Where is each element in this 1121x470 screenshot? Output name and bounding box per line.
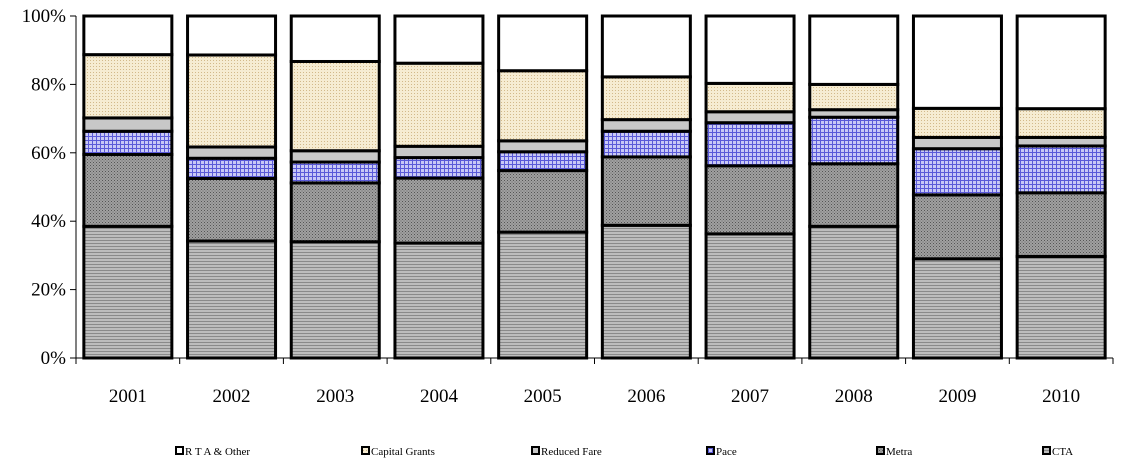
legend-swatch-capital-grants xyxy=(361,446,370,455)
bar-segment-cta-2007 xyxy=(704,232,796,360)
y-tick-label: 0% xyxy=(41,348,67,369)
x-tick-label: 2004 xyxy=(420,386,459,407)
bar-segment-capital-grants-2010 xyxy=(1015,107,1107,139)
bar-segment-cta-2008 xyxy=(808,224,900,360)
legend-swatch-pace xyxy=(706,446,715,455)
bar-segment-pace-2005 xyxy=(497,150,589,173)
legend-label-r-t-a-other: R T A & Other xyxy=(185,446,250,458)
bar-segment-reduced-fare-2003 xyxy=(289,149,381,164)
bar-segment-r-t-a-other-2010 xyxy=(1015,14,1107,111)
bar-segment-r-t-a-other-2002 xyxy=(186,14,278,57)
legend-label-capital-grants: Capital Grants xyxy=(371,446,435,458)
bar-segment-r-t-a-other-2007 xyxy=(704,14,796,85)
bar-segment-capital-grants-2004 xyxy=(393,61,485,148)
bar-segment-pace-2007 xyxy=(704,121,796,168)
bar-segment-reduced-fare-2005 xyxy=(497,139,589,154)
y-tick-label: 100% xyxy=(22,6,67,27)
bar-segment-pace-2004 xyxy=(393,156,485,180)
x-tick-label: 2003 xyxy=(316,386,354,407)
bar-segment-cta-2009 xyxy=(911,257,1003,360)
x-tick-label: 2010 xyxy=(1042,386,1080,407)
bar-segment-pace-2008 xyxy=(808,115,900,166)
x-tick-label: 2007 xyxy=(731,386,769,407)
bar-segment-capital-grants-2009 xyxy=(911,106,1003,139)
legend-swatch-r-t-a-other xyxy=(175,446,184,455)
bar-segment-cta-2003 xyxy=(289,240,381,360)
bar-segment-reduced-fare-2007 xyxy=(704,110,796,125)
bar-segment-cta-2005 xyxy=(497,230,589,360)
bar-segment-metra-2002 xyxy=(186,176,278,243)
bar-segment-metra-2003 xyxy=(289,181,381,244)
bar-segment-reduced-fare-2002 xyxy=(186,145,278,160)
bar-segment-r-t-a-other-2004 xyxy=(393,14,485,65)
bar-segment-metra-2009 xyxy=(911,193,1003,261)
bar-segment-r-t-a-other-2005 xyxy=(497,14,589,73)
legend-label-metra: Metra xyxy=(886,446,912,458)
bar-segment-reduced-fare-2006 xyxy=(600,118,692,133)
x-tick-label: 2002 xyxy=(213,386,251,407)
x-tick-label: 2005 xyxy=(524,386,562,407)
bar-segment-pace-2006 xyxy=(600,129,692,159)
bar-segment-cta-2010 xyxy=(1015,254,1107,360)
bar-segment-r-t-a-other-2001 xyxy=(82,14,174,57)
legend-label-pace: Pace xyxy=(716,446,737,458)
bar-segment-capital-grants-2008 xyxy=(808,82,900,112)
legend-swatch-reduced-fare xyxy=(531,446,540,455)
bar-segment-capital-grants-2007 xyxy=(704,81,796,114)
bar-segment-capital-grants-2002 xyxy=(186,53,278,149)
bar-segment-r-t-a-other-2006 xyxy=(600,14,692,79)
legend-swatch-metra xyxy=(876,446,885,455)
bar-segment-metra-2007 xyxy=(704,164,796,236)
bar-segment-capital-grants-2005 xyxy=(497,69,589,143)
bars xyxy=(82,14,1107,360)
legend-label-reduced-fare: Reduced Fare xyxy=(541,446,602,458)
y-axis: 0% 20% 40% 60% 80% 100% xyxy=(22,6,77,369)
legend: R T A & Other Capital Grants Reduced Fare P… xyxy=(175,446,1073,458)
bar-segment-metra-2005 xyxy=(497,169,589,234)
bar-segment-capital-grants-2006 xyxy=(600,75,692,122)
bar-segment-pace-2002 xyxy=(186,156,278,180)
y-tick-label: 20% xyxy=(31,280,66,301)
x-tick-label: 2008 xyxy=(835,386,873,407)
bar-segment-cta-2006 xyxy=(600,223,692,360)
bar-segment-reduced-fare-2004 xyxy=(393,144,485,160)
bar-segment-cta-2004 xyxy=(393,241,485,360)
bar-segment-capital-grants-2003 xyxy=(289,59,381,153)
bar-segment-reduced-fare-2001 xyxy=(82,116,174,133)
y-tick-label: 40% xyxy=(31,211,66,232)
bar-segment-pace-2009 xyxy=(911,147,1003,197)
x-tick-label: 2009 xyxy=(938,386,976,407)
y-tick-label: 60% xyxy=(31,143,66,164)
bar-segment-pace-2003 xyxy=(289,160,381,185)
legend-label-cta: CTA xyxy=(1052,446,1073,458)
x-axis: 2001 2002 2003 2004 2005 2006 2007 2008 2009 2010 xyxy=(75,357,1114,407)
y-tick-label: 80% xyxy=(31,74,66,95)
bar-segment-cta-2001 xyxy=(82,224,174,360)
bar-segment-capital-grants-2001 xyxy=(82,53,174,120)
bar-segment-r-t-a-other-2008 xyxy=(808,14,900,86)
bar-segment-reduced-fare-2009 xyxy=(911,135,1003,151)
bar-segment-metra-2008 xyxy=(808,162,900,228)
bar-segment-metra-2010 xyxy=(1015,191,1107,258)
bar-segment-pace-2010 xyxy=(1015,144,1107,195)
bar-segment-metra-2006 xyxy=(600,155,692,227)
bar-segment-r-t-a-other-2003 xyxy=(289,14,381,63)
bar-segment-cta-2002 xyxy=(186,239,278,360)
bar-segment-metra-2001 xyxy=(82,153,174,228)
bar-segment-pace-2001 xyxy=(82,129,174,157)
x-tick-label: 2006 xyxy=(627,386,665,407)
x-tick-label: 2001 xyxy=(109,386,147,407)
legend-swatch-cta xyxy=(1042,446,1051,455)
bar-segment-r-t-a-other-2009 xyxy=(911,14,1003,110)
bar-segment-metra-2004 xyxy=(393,176,485,245)
